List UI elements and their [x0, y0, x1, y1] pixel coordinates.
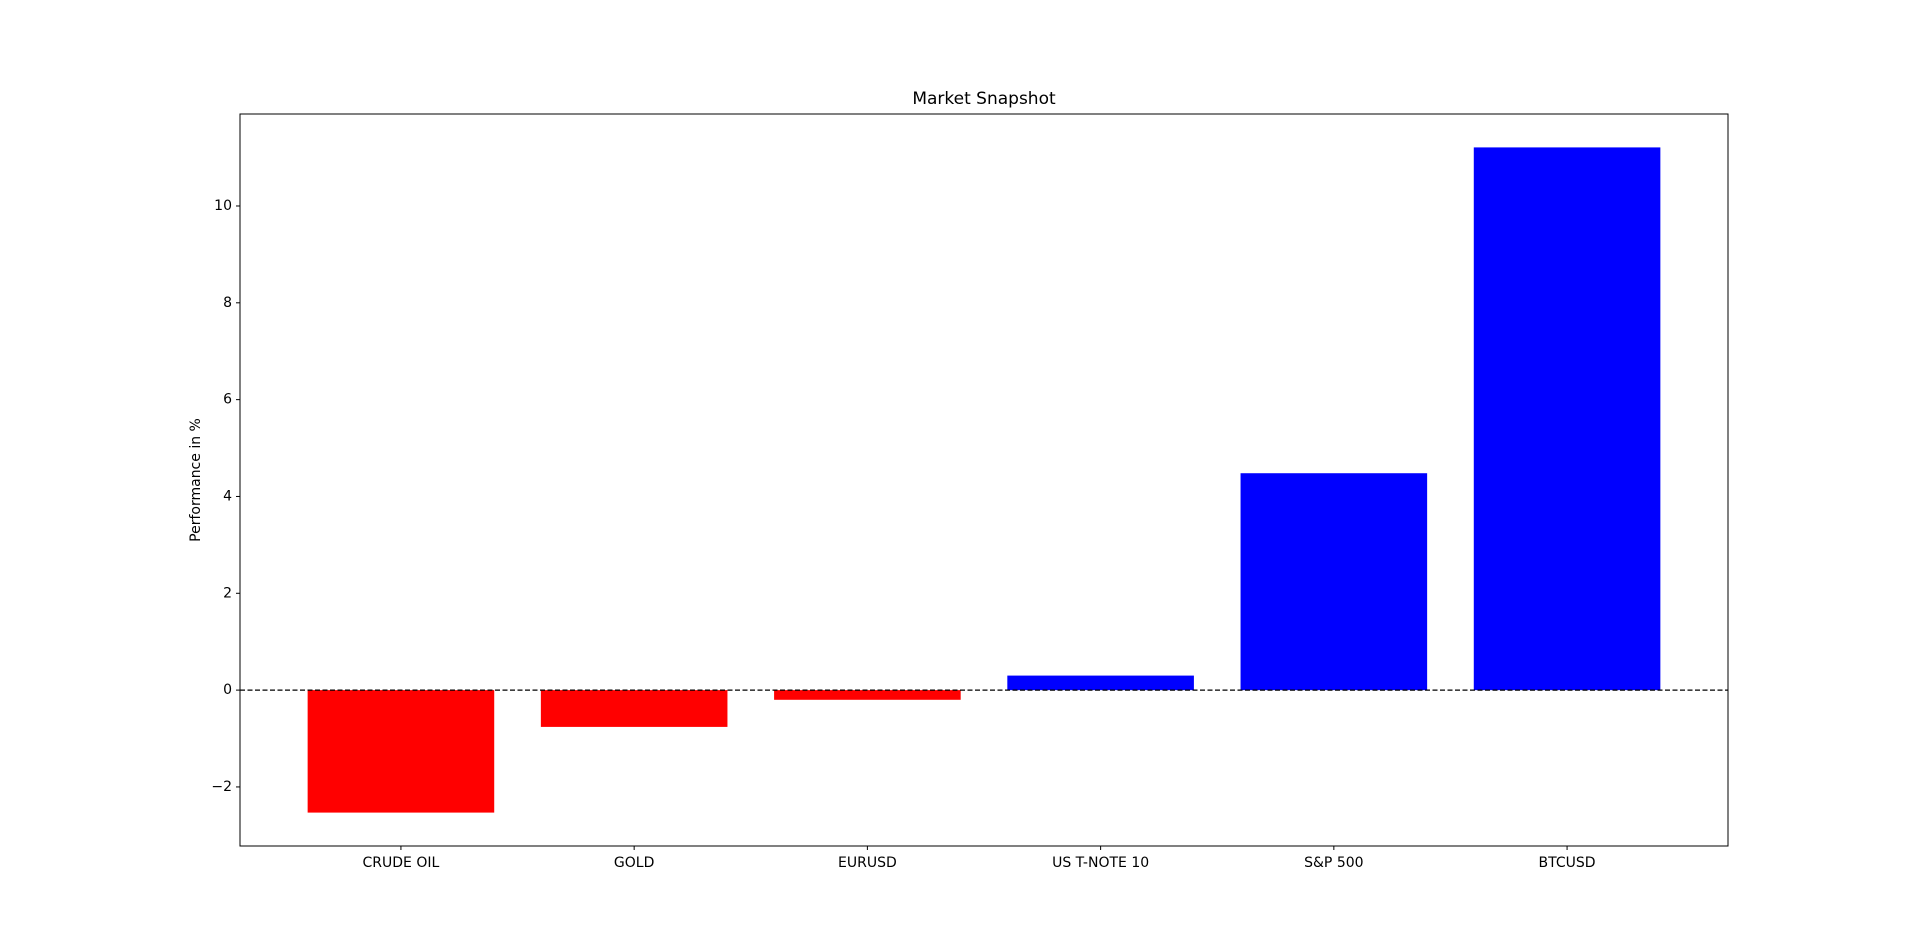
x-tick-label: BTCUSD [1539, 855, 1596, 871]
x-tick-label: EURUSD [838, 855, 897, 871]
y-axis-label: Performance in % [188, 418, 204, 542]
x-tick-label: US T-NOTE 10 [1052, 855, 1149, 871]
x-tick-label: S&P 500 [1304, 855, 1363, 871]
bar [540, 690, 728, 727]
bar [1240, 473, 1428, 691]
bar [1007, 675, 1194, 691]
y-tick-label: 2 [223, 585, 232, 601]
bar [774, 690, 961, 700]
x-tick-label: CRUDE OIL [363, 855, 440, 871]
y-tick-label: 10 [214, 198, 232, 214]
x-tick-label: GOLD [614, 855, 654, 871]
y-tick-label: −2 [211, 779, 232, 795]
y-tick-label: 6 [223, 392, 232, 408]
y-tick-label: 4 [223, 488, 232, 504]
y-tick-label: 8 [223, 295, 232, 311]
bar [307, 690, 495, 813]
chart-title: Market Snapshot [912, 89, 1056, 109]
bar [1473, 147, 1661, 691]
y-tick-label: 0 [223, 682, 232, 698]
plot-frame [239, 113, 1729, 847]
